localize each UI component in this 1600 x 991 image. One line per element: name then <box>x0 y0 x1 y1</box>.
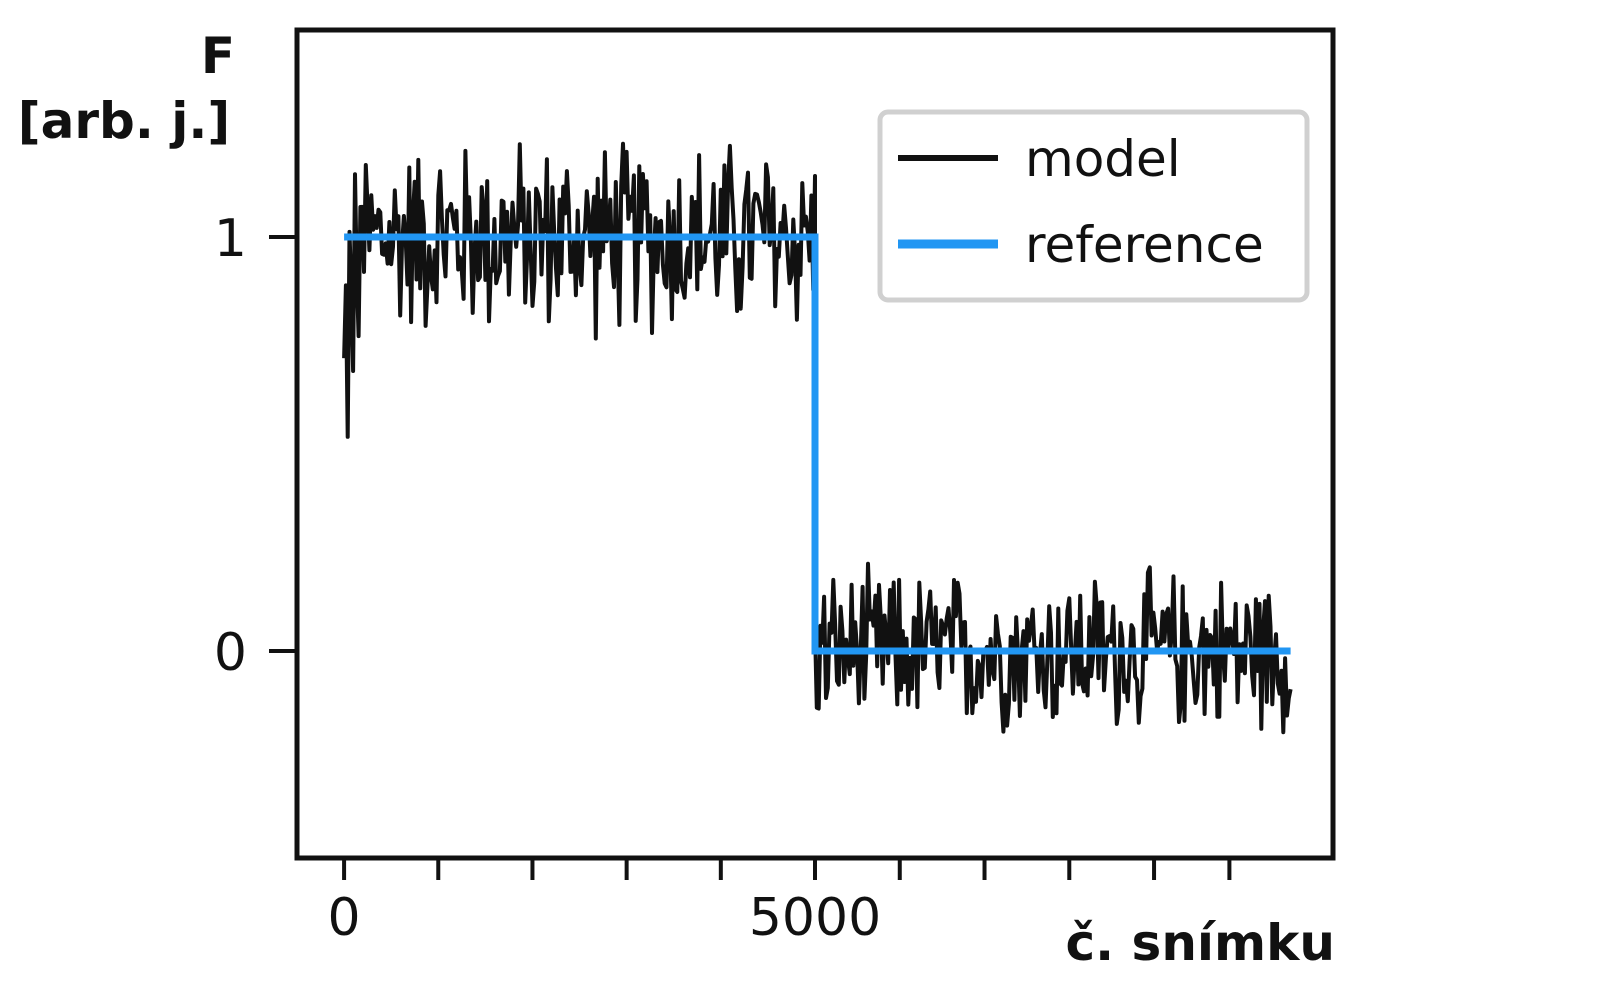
y-tick-label: 1 <box>214 209 247 269</box>
x-axis: 0 5000 <box>328 858 1232 948</box>
y-axis-label-line2: [arb. j.] <box>18 92 230 150</box>
y-axis: 01 <box>214 209 297 683</box>
x-axis-label: č. snímku <box>1066 914 1335 972</box>
y-axis-label-line1: F <box>201 27 235 85</box>
x-tick-label: 0 <box>328 888 361 948</box>
y-tick-label: 0 <box>214 623 247 683</box>
legend-label-reference: reference <box>1025 216 1264 274</box>
series-reference-line <box>344 233 1291 655</box>
legend-label-model: model <box>1025 130 1181 188</box>
legend: model reference <box>877 109 1310 303</box>
x-tick-label: 5000 <box>749 888 881 948</box>
